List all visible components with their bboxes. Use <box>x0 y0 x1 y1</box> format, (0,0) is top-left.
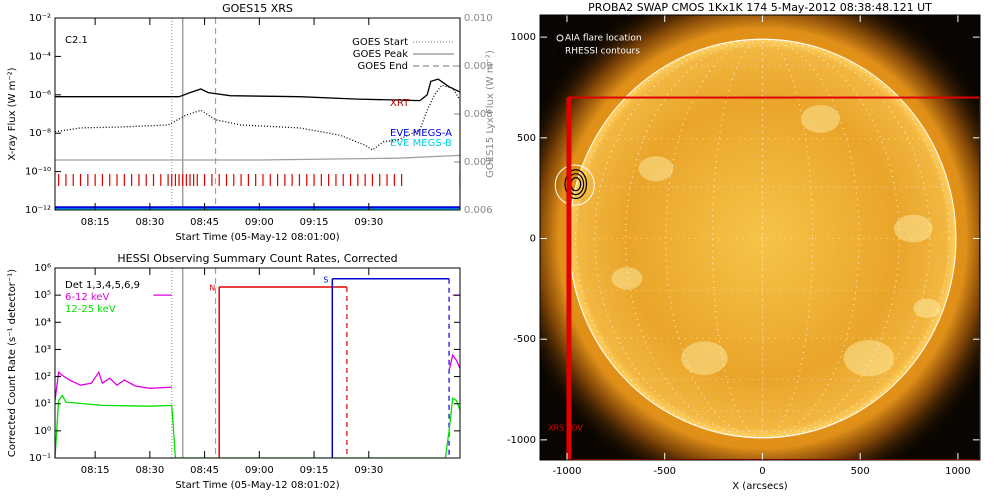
y-tick-label: 10⁻⁴ <box>29 51 51 62</box>
fov-label: XRS FOV <box>548 424 583 433</box>
y-axis-label: X-ray Flux (W m⁻²) <box>7 67 18 160</box>
y-tick-label: 10⁻² <box>29 13 51 24</box>
series-label: XRT <box>390 98 410 109</box>
flag-label: S <box>323 275 328 284</box>
y-tick-label: 10⁻⁸ <box>29 128 51 139</box>
chart-title: GOES15 XRS <box>222 2 293 15</box>
x-tick-label: 08:15 <box>81 217 110 228</box>
chart-title: HESSI Observing Summary Count Rates, Cor… <box>117 252 397 265</box>
plot-area <box>55 268 460 458</box>
legend-label: AIA flare location <box>565 34 642 44</box>
y-tick-label: 1000 <box>511 32 536 43</box>
series-line <box>55 394 460 458</box>
annotation: C2.1 <box>65 35 88 46</box>
y-tick-label: -1000 <box>507 435 536 446</box>
y-tick-label: 10⁶ <box>34 263 51 274</box>
rhessi-contour <box>564 169 588 200</box>
solar-disk <box>568 38 957 439</box>
y-tick-label: 10² <box>34 372 51 383</box>
y-axis-label: Corrected Count Rate (s⁻¹ detector⁻¹) <box>7 269 18 457</box>
y-tick-label: 10³ <box>34 344 51 355</box>
x-tick-label: 08:15 <box>81 465 110 476</box>
annotation: Det 1,3,4,5,6,9 <box>65 280 140 291</box>
x-tick-label: 09:15 <box>300 465 329 476</box>
x-axis-label: Start Time (05-May-12 08:01:02) <box>175 480 339 491</box>
x-tick-label: 500 <box>851 466 870 477</box>
y2-tick-label: 0.008 <box>464 109 493 120</box>
series-line <box>55 84 460 151</box>
y-tick-label: 10⁻¹² <box>25 205 51 216</box>
series-label: 6-12 keV <box>65 292 109 303</box>
y2-axis-label: GOES15 Lyx Flux (W m⁻²) <box>485 50 496 178</box>
x-tick-label: 0 <box>759 466 765 477</box>
bright-region <box>681 341 728 375</box>
legend-label: GOES End <box>358 61 408 72</box>
y2-tick-label: 0.006 <box>464 205 493 216</box>
y-tick-label: 10⁰ <box>34 426 51 437</box>
x-tick-label: 09:30 <box>354 217 383 228</box>
bright-region <box>894 214 933 243</box>
x-axis-label: Start Time (05-May-12 08:01:00) <box>175 232 339 243</box>
plot-frame <box>54 267 461 459</box>
legend-label: GOES Start <box>352 37 408 48</box>
y2-tick-label: 0.007 <box>464 157 493 168</box>
x-tick-label: 09:30 <box>354 465 383 476</box>
series-line <box>55 78 460 102</box>
y-tick-label: 500 <box>517 133 536 144</box>
y2-tick-label: 0.009 <box>464 61 493 72</box>
x-tick-label: 09:00 <box>245 465 274 476</box>
series-label: 12-25 keV <box>65 304 116 315</box>
bright-region <box>638 156 674 182</box>
bright-region <box>843 339 895 377</box>
x-tick-label: 09:00 <box>245 217 274 228</box>
series-label: EVE MEGS-A <box>390 128 452 139</box>
series-line <box>55 154 460 161</box>
chart-title: PROBA2 SWAP CMOS 1Kx1K 174 5-May-2012 08… <box>588 1 932 14</box>
y-tick-label: 10¹ <box>34 399 51 410</box>
meridian <box>594 38 931 439</box>
y-tick-label: 10⁻¹⁰ <box>25 167 51 178</box>
flag-label: N <box>209 283 215 292</box>
y-tick-label: 10⁻⁶ <box>29 90 51 101</box>
legend-swatch <box>556 47 564 55</box>
legend-label: GOES Peak <box>353 49 408 60</box>
legend-swatch <box>556 34 564 42</box>
y2-tick-label: 0.010 <box>464 13 493 24</box>
series-label: EVE MEGS-B <box>390 138 452 149</box>
x-tick-label: -500 <box>653 466 676 477</box>
x-tick-label: 08:45 <box>190 465 219 476</box>
x-tick-label: 1000 <box>945 466 970 477</box>
y-tick-label: 10⁵ <box>34 290 51 301</box>
y-tick-label: 10⁴ <box>34 317 51 328</box>
plot-frame <box>539 14 981 461</box>
flare-marker <box>554 164 595 206</box>
plot-area <box>55 18 460 210</box>
bright-region <box>611 267 643 290</box>
y-tick-label: 0 <box>530 234 536 245</box>
x-axis-label: X (arcsecs) <box>732 481 788 492</box>
solar-image <box>540 15 980 460</box>
x-tick-label: 08:30 <box>135 217 164 228</box>
plot-frame <box>54 17 461 211</box>
legend-label: RHESSI contours <box>565 47 640 57</box>
x-tick-label: 08:45 <box>190 217 219 228</box>
y-tick-label: -500 <box>513 334 536 345</box>
meridian <box>665 38 860 439</box>
y-tick-label: 10⁻¹ <box>29 453 51 464</box>
x-tick-label: 09:15 <box>300 217 329 228</box>
x-tick-label: -1000 <box>552 466 581 477</box>
bright-region <box>913 298 941 319</box>
series-line <box>55 353 460 401</box>
x-tick-label: 08:30 <box>135 465 164 476</box>
bright-region <box>801 104 840 133</box>
